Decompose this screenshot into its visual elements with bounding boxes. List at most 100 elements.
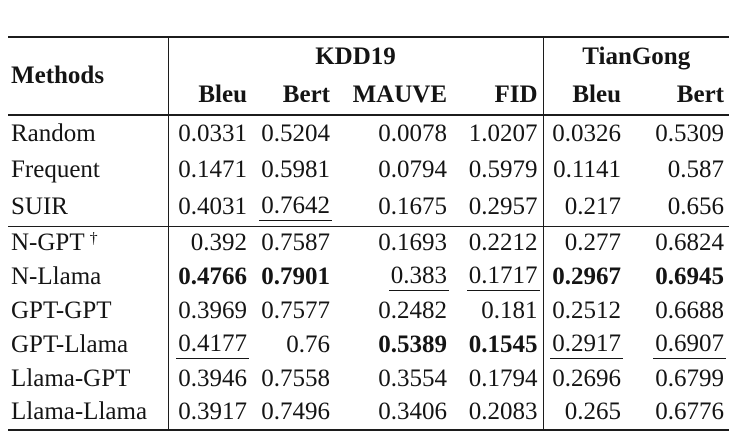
col-header-kdd19-fid: FID: [494, 80, 538, 108]
metric-value: 0.6776: [655, 398, 724, 426]
metric-value: 0.1717: [466, 262, 540, 291]
metric-value: 0.0331: [178, 119, 247, 147]
table-row: N-GPT † 0.392 0.7587 0.1693 0.2212 0.277 0.6824: [8, 226, 729, 260]
method-cell: SUIR: [11, 193, 68, 221]
value-cell: 0.7587: [252, 226, 335, 260]
value-cell: 0.7558: [252, 362, 335, 396]
header-metric-row: Bleu Bert MAUVE FID Bleu Bert: [8, 76, 729, 115]
column-group-tiangong: TianGong: [542, 37, 729, 76]
table-header: Methods KDD19 TianGong Bleu Bert MAUVE F…: [8, 37, 729, 115]
value-cell: 0.277: [542, 226, 626, 260]
value-cell: 0.2482: [335, 294, 452, 328]
metric-value: 0.3946: [178, 364, 247, 392]
metric-value: 0.265: [564, 398, 621, 426]
metric-value: 0.5204: [261, 119, 330, 147]
value-cell: 0.3946: [167, 362, 252, 396]
value-cell: 0.0331: [167, 115, 252, 152]
method-cell: GPT-GPT: [11, 296, 112, 324]
value-cell: 0.656: [626, 189, 729, 226]
metric-value: 0.3917: [178, 398, 247, 426]
metric-value: 0.5389: [378, 330, 447, 358]
group-baselines: Random 0.0331 0.5204 0.0078 1.0207 0.0326 0.53…: [8, 115, 729, 226]
value-cell: 0.2512: [542, 294, 626, 328]
value-cell: 0.1675: [335, 189, 452, 226]
table-row: SUIR 0.4031 0.7642 0.1675 0.2957 0.217 0.656: [8, 189, 729, 226]
metric-value: 0.217: [564, 193, 621, 221]
col-header-tiangong-bert: Bert: [676, 80, 724, 108]
value-cell: 0.1545: [452, 328, 543, 362]
value-cell: 0.7496: [252, 396, 335, 430]
metric-value: 0.3554: [378, 364, 447, 392]
metric-value: 0.6945: [655, 262, 724, 290]
value-cell: 0.0794: [335, 152, 452, 189]
value-cell: 0.5204: [252, 115, 335, 152]
method-cell: Llama-GPT: [11, 364, 131, 392]
metric-value: 0.2967: [552, 262, 621, 290]
method-cell: N-Llama: [11, 262, 102, 290]
method-cell: Random: [11, 119, 96, 147]
value-cell: 0.5981: [252, 152, 335, 189]
value-cell: 0.2967: [542, 260, 626, 294]
dagger-icon: †: [89, 230, 98, 248]
metric-value: 0.5309: [655, 119, 724, 147]
value-cell: 0.587: [626, 152, 729, 189]
metric-value: 0.2512: [552, 296, 621, 324]
value-cell: 0.6776: [626, 396, 729, 430]
method-cell: GPT-Llama: [11, 330, 129, 358]
value-cell: 0.3406: [335, 396, 452, 430]
metric-value: 0.1794: [468, 364, 538, 392]
value-cell: 0.181: [452, 294, 543, 328]
metric-value: 0.7558: [261, 364, 330, 392]
value-cell: 0.1794: [452, 362, 543, 396]
metric-value: 0.2917: [550, 330, 623, 359]
table-row: GPT-Llama 0.4177 0.76 0.5389 0.1545 0.2917 0.6…: [8, 328, 729, 362]
metric-value: 0.5981: [261, 156, 330, 184]
metric-value: 0.656: [667, 193, 724, 221]
metric-value: 0.1471: [178, 156, 247, 184]
value-cell: 0.2212: [452, 226, 543, 260]
metric-value: 0.7577: [261, 296, 330, 324]
value-cell: 0.6907: [626, 328, 729, 362]
value-cell: 0.0078: [335, 115, 452, 152]
value-cell: 0.6945: [626, 260, 729, 294]
value-cell: 0.5979: [452, 152, 543, 189]
value-cell: 0.2083: [452, 396, 543, 430]
value-cell: 0.1141: [542, 152, 626, 189]
metric-value: 0.6799: [655, 364, 724, 392]
value-cell: 0.2696: [542, 362, 626, 396]
table-row: Llama-Llama 0.3917 0.7496 0.3406 0.2083 0.265…: [8, 396, 729, 430]
value-cell: 0.4177: [167, 328, 252, 362]
value-cell: 0.6824: [626, 226, 729, 260]
value-cell: 0.3554: [335, 362, 452, 396]
metric-value: 0.2696: [552, 364, 621, 392]
method-cell: Llama-Llama: [11, 398, 148, 426]
table-row: Frequent 0.1471 0.5981 0.0794 0.5979 0.1141 0.…: [8, 152, 729, 189]
value-cell: 0.4031: [167, 189, 252, 226]
value-cell: 0.6688: [626, 294, 729, 328]
value-cell: 0.1471: [167, 152, 252, 189]
metric-value: 0.7496: [261, 398, 330, 426]
metric-value: 0.4031: [178, 193, 247, 221]
value-cell: 0.392: [167, 226, 252, 260]
metric-value: 0.4766: [178, 262, 247, 290]
col-header-tiangong-bleu: Bleu: [542, 76, 626, 115]
table-row: Llama-GPT 0.3946 0.7558 0.3554 0.1794 0.2696 0…: [8, 362, 729, 396]
value-cell: 0.4766: [167, 260, 252, 294]
col-header-kdd19-mauve: MAUVE: [352, 80, 447, 108]
value-cell: 0.6799: [626, 362, 729, 396]
value-cell: 0.5389: [335, 328, 452, 362]
value-cell: 0.265: [542, 396, 626, 430]
metric-value: 0.0326: [552, 119, 621, 147]
table-row: GPT-GPT 0.3969 0.7577 0.2482 0.181 0.2512 0.66…: [8, 294, 729, 328]
value-cell: 0.1693: [335, 226, 452, 260]
value-cell: 0.0326: [542, 115, 626, 152]
metric-value: 0.1545: [468, 330, 538, 358]
metric-value: 0.4177: [176, 330, 249, 359]
metric-value: 0.7587: [261, 229, 330, 257]
metric-value: 0.0794: [378, 156, 447, 184]
metric-value: 0.76: [286, 330, 330, 358]
metric-value: 0.6907: [653, 330, 726, 359]
metric-value: 0.3406: [378, 398, 447, 426]
metric-value: 0.383: [388, 262, 449, 291]
